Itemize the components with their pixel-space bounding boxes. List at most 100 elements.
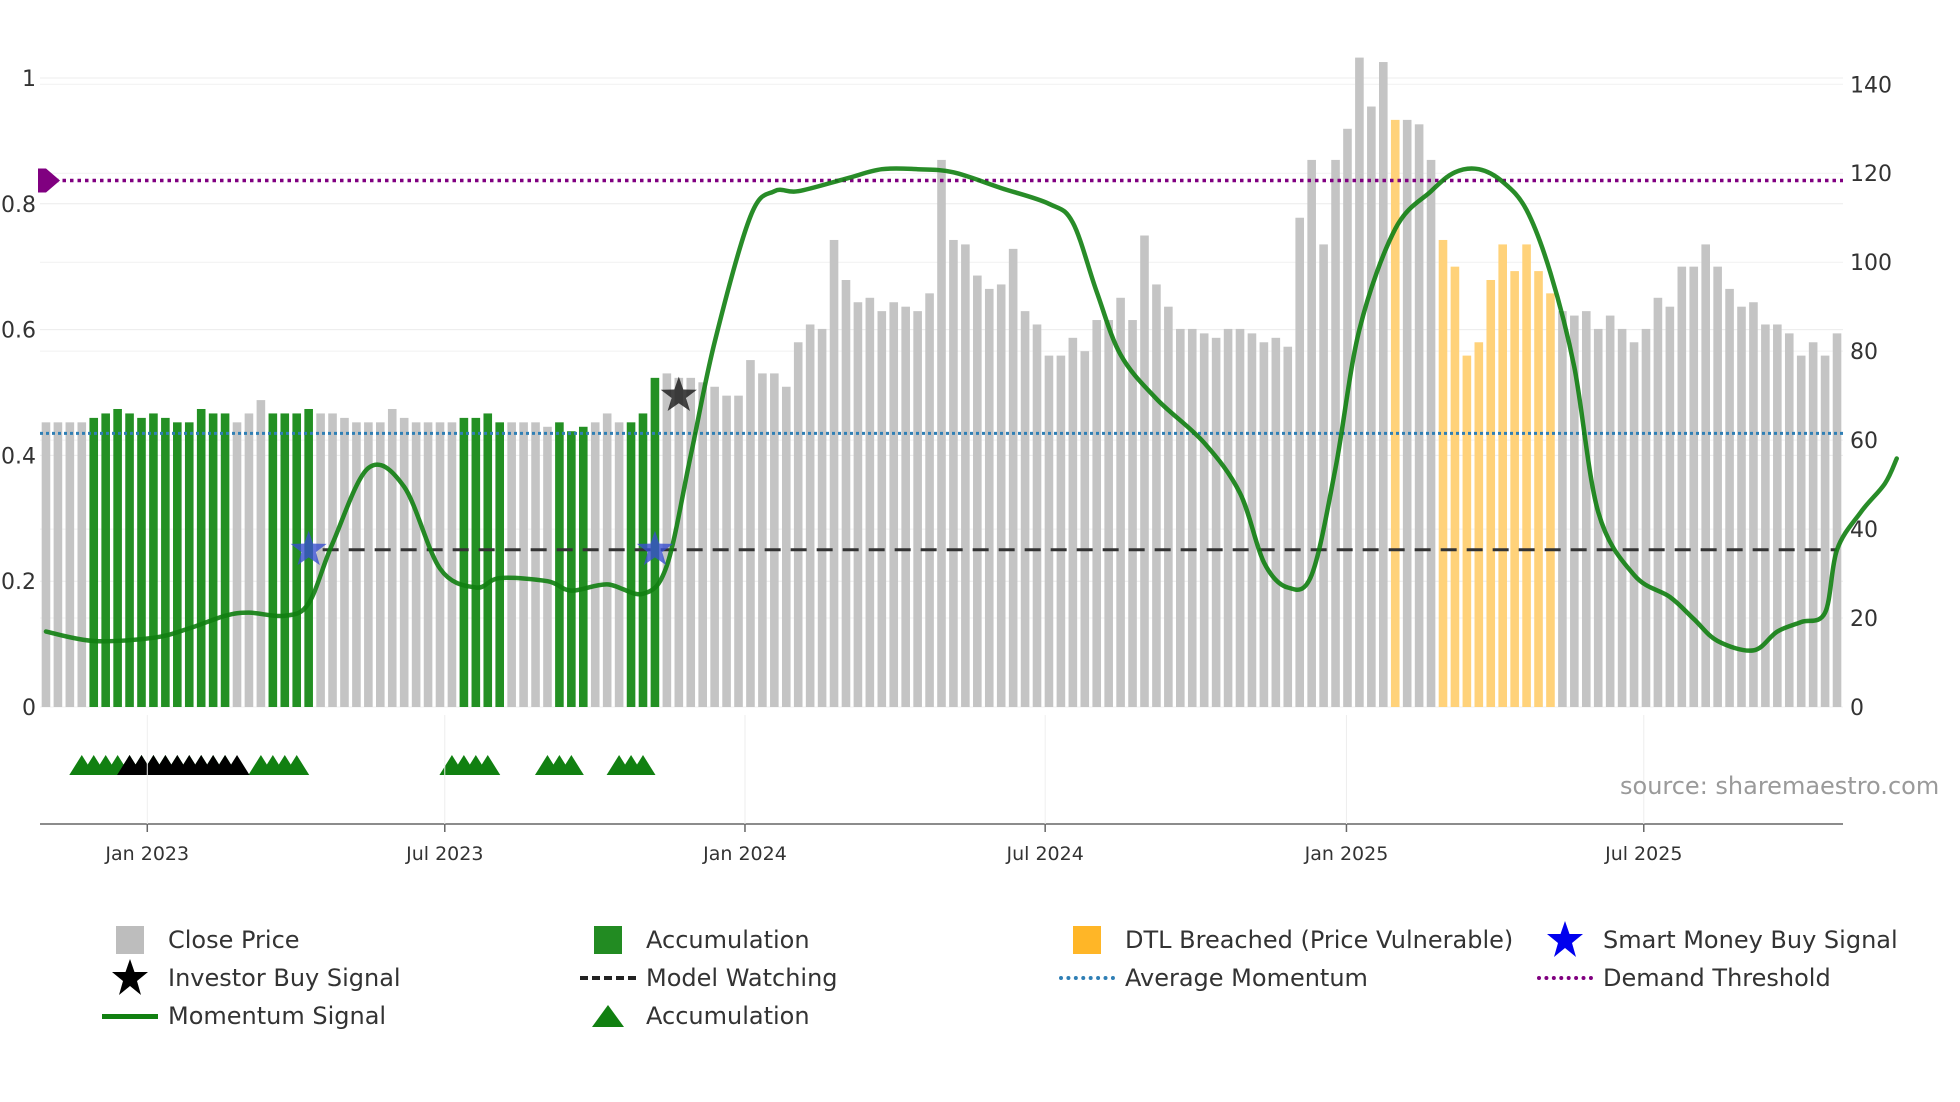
left-tick-label: 1 xyxy=(22,67,36,92)
accumulation-bar xyxy=(292,413,302,707)
price-bar xyxy=(1211,337,1221,707)
price-bar xyxy=(984,288,994,707)
signal-markers xyxy=(290,376,697,566)
accumulation-triangles xyxy=(69,755,656,775)
price-bar xyxy=(662,373,672,707)
price-bar xyxy=(1820,355,1830,707)
price-bar xyxy=(1140,235,1149,707)
left-tick-label: 0 xyxy=(22,696,36,721)
dtl-bar xyxy=(1546,293,1555,707)
price-bar xyxy=(1414,124,1424,708)
price-bar xyxy=(817,328,827,707)
accumulation-bar xyxy=(555,422,564,707)
price-bar xyxy=(1271,337,1281,707)
accumulation-bar xyxy=(495,422,505,707)
accumulation-triangle xyxy=(630,755,656,775)
price-bar xyxy=(387,408,397,707)
dtl-bar xyxy=(1474,342,1484,707)
price-bar xyxy=(1032,324,1042,707)
price-bar xyxy=(1605,315,1615,707)
price-bar xyxy=(340,417,349,707)
price-bar xyxy=(1701,244,1710,707)
accumulation-bar xyxy=(149,413,158,707)
price-bar xyxy=(746,360,755,707)
accumulation-bar xyxy=(626,422,636,707)
price-bar xyxy=(376,422,385,707)
dtl-bar xyxy=(1498,244,1507,707)
accumulation-bar xyxy=(483,413,493,707)
price-bar xyxy=(1283,346,1293,707)
price-bar xyxy=(734,395,743,707)
price-bar xyxy=(853,302,863,707)
price-bar xyxy=(925,293,934,707)
accumulation-bar xyxy=(578,426,588,707)
source-watermark: source: sharemaestro.com xyxy=(1620,772,1940,800)
price-bar xyxy=(519,422,528,707)
price-bar xyxy=(1116,297,1125,707)
left-tick-label: 0.4 xyxy=(1,444,36,469)
reference-lines xyxy=(38,168,1843,552)
price-bar xyxy=(316,413,325,707)
price-bar xyxy=(1737,306,1746,707)
right-tick-label: 40 xyxy=(1850,518,1878,543)
x-tick-label: Jul 2025 xyxy=(1604,843,1682,865)
price-bar xyxy=(961,244,970,707)
right-tick-label: 120 xyxy=(1850,162,1892,187)
investor-triangle xyxy=(224,755,250,775)
price-bar xyxy=(1128,320,1137,707)
x-tick-label: Jan 2024 xyxy=(702,843,787,865)
dtl-bar xyxy=(1510,271,1519,707)
dtl-bar xyxy=(1486,279,1496,707)
price-bar xyxy=(543,426,552,707)
price-bar xyxy=(1617,328,1627,707)
right-tick-label: 0 xyxy=(1850,696,1864,721)
accumulation-bar xyxy=(638,413,648,707)
price-bar xyxy=(1235,328,1245,707)
price-bar xyxy=(41,422,51,707)
accumulation-bar xyxy=(268,413,278,707)
price-bar xyxy=(1008,248,1018,708)
price-bar xyxy=(770,373,779,707)
price-bar xyxy=(758,373,767,707)
price-bar xyxy=(1796,355,1806,707)
price-bar xyxy=(973,275,982,707)
price-bars xyxy=(41,57,1842,708)
accumulation-bar xyxy=(567,431,576,707)
price-bar xyxy=(232,422,242,707)
price-bar xyxy=(1570,315,1579,707)
accumulation-bar xyxy=(280,413,290,707)
price-bar xyxy=(1319,244,1328,707)
smart-money-buy-signal xyxy=(290,530,327,566)
price-bar xyxy=(1749,302,1758,707)
price-bar xyxy=(256,400,266,707)
price-bar xyxy=(1378,62,1388,708)
price-bar xyxy=(1331,159,1340,707)
price-bar xyxy=(65,422,75,707)
price-bar xyxy=(996,284,1006,707)
accumulation-triangle xyxy=(284,755,310,775)
accumulation-bar xyxy=(304,408,313,707)
price-bar xyxy=(698,382,707,707)
right-tick-label: 140 xyxy=(1850,73,1892,98)
dtl-bar xyxy=(1462,355,1472,707)
left-tick-label: 0.2 xyxy=(1,570,36,595)
price-bar xyxy=(901,306,910,707)
price-bar xyxy=(913,311,922,707)
price-bar xyxy=(1152,284,1161,707)
price-bar xyxy=(1223,328,1233,707)
price-bar xyxy=(722,395,731,707)
accumulation-triangle xyxy=(475,755,501,775)
price-bar xyxy=(447,422,457,707)
price-bar xyxy=(1832,333,1842,707)
price-bar xyxy=(602,413,612,707)
price-bar xyxy=(244,413,254,707)
price-bar xyxy=(328,413,337,707)
price-bar xyxy=(1773,324,1782,707)
right-tick-label: 80 xyxy=(1850,340,1878,365)
left-tick-label: 0.6 xyxy=(1,319,36,344)
price-bar xyxy=(1020,311,1030,707)
price-bar xyxy=(781,386,791,707)
price-bar xyxy=(1187,328,1197,707)
x-tick-label: Jul 2023 xyxy=(405,843,483,865)
